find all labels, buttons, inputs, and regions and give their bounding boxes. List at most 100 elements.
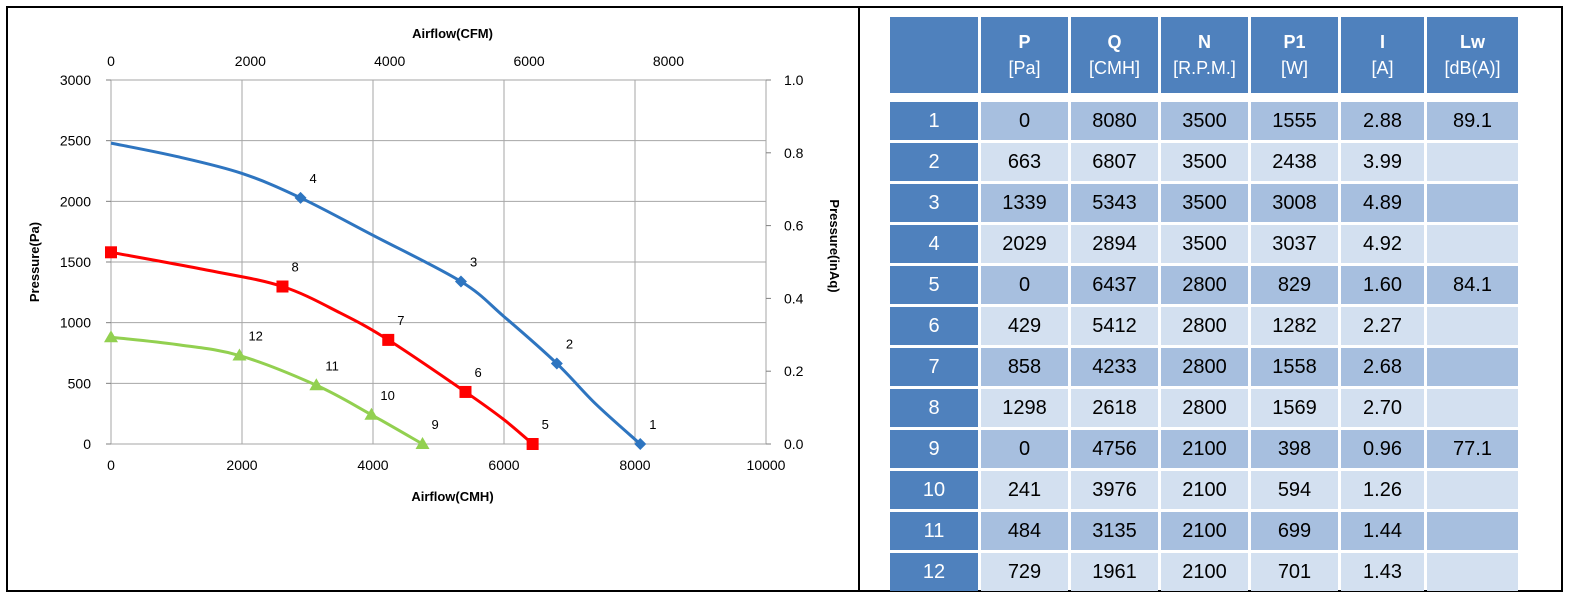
table-cell: 4.89 bbox=[1341, 184, 1424, 222]
table-cell: 3500 bbox=[1161, 225, 1248, 263]
table-cell: 1.44 bbox=[1341, 512, 1424, 550]
point-label-5: 5 bbox=[542, 417, 549, 432]
x-tick-label: 4000 bbox=[357, 457, 388, 473]
table-cell: 484 bbox=[981, 512, 1068, 550]
point-label-2: 2 bbox=[566, 337, 573, 352]
table-cell: 8080 bbox=[1071, 102, 1158, 140]
table-cell: 2100 bbox=[1161, 553, 1248, 591]
table-row: 7 858 4233 2800 1558 2.68 bbox=[890, 348, 1518, 386]
table-cell bbox=[1427, 307, 1518, 345]
table-cell: 77.1 bbox=[1427, 430, 1518, 468]
x-tick-label: 0 bbox=[107, 457, 115, 473]
table-cell: 1961 bbox=[1071, 553, 1158, 591]
series-line bbox=[110, 141, 642, 446]
table-cell: 84.1 bbox=[1427, 266, 1518, 304]
table-cell: 0 bbox=[981, 102, 1068, 140]
table-cell bbox=[1427, 389, 1518, 427]
table-cell: 2800 bbox=[1161, 348, 1248, 386]
table-cell: 1.26 bbox=[1341, 471, 1424, 509]
data-point-diamond bbox=[550, 357, 563, 370]
y2-tick-label: 0.8 bbox=[784, 145, 804, 161]
data-point-triangle bbox=[232, 348, 247, 361]
column-header-unit: [A] bbox=[1371, 58, 1394, 78]
series-1 bbox=[110, 141, 647, 450]
table-cell: 3135 bbox=[1071, 512, 1158, 550]
column-header-unit: [R.P.M.] bbox=[1173, 58, 1236, 78]
data-point-diamond bbox=[634, 438, 647, 450]
row-index: 3 bbox=[890, 184, 978, 222]
table-cell bbox=[1427, 184, 1518, 222]
data-point-triangle bbox=[309, 378, 324, 391]
table-cell: 2029 bbox=[981, 225, 1068, 263]
table-cell bbox=[1427, 512, 1518, 550]
column-header-name: Lw bbox=[1460, 32, 1485, 52]
row-index: 2 bbox=[890, 143, 978, 181]
column-header: I [A] bbox=[1341, 17, 1424, 93]
table-row: 8 1298 2618 2800 1569 2.70 bbox=[890, 389, 1518, 427]
table-row: 5 0 6437 2800 829 1.60 84.1 bbox=[890, 266, 1518, 304]
table-cell: 5412 bbox=[1071, 307, 1158, 345]
table-cell: 89.1 bbox=[1427, 102, 1518, 140]
column-header-name: P1 bbox=[1283, 32, 1306, 52]
performance-table: P [Pa] Q [CMH] N [R.P.M.] P1 [W] I [A] Lw [dB(A)] 1… bbox=[887, 14, 1521, 594]
column-header-unit: [W] bbox=[1281, 58, 1308, 78]
row-index: 12 bbox=[890, 553, 978, 591]
table-cell bbox=[1427, 348, 1518, 386]
table-row: 2 663 6807 3500 2438 3.99 bbox=[890, 143, 1518, 181]
column-header: P1 [W] bbox=[1251, 17, 1338, 93]
table-row: 6 429 5412 2800 1282 2.27 bbox=[890, 307, 1518, 345]
y2-axis-title: Pressure(inAq) bbox=[827, 199, 842, 292]
table-cell: 2100 bbox=[1161, 430, 1248, 468]
column-header: N [R.P.M.] bbox=[1161, 17, 1248, 93]
table-cell: 699 bbox=[1251, 512, 1338, 550]
data-point-triangle bbox=[364, 407, 379, 420]
data-point-square bbox=[459, 385, 472, 398]
table-cell: 1298 bbox=[981, 389, 1068, 427]
fan-performance-chart: 0 2000 4000 6000 8000 10000050010001500200025… bbox=[27, 26, 842, 504]
column-header: Q [CMH] bbox=[1071, 17, 1158, 93]
table-cell bbox=[1427, 143, 1518, 181]
panel-divider bbox=[858, 6, 860, 592]
table-row: 12 729 1961 2100 701 1.43 bbox=[890, 553, 1518, 591]
table-cell: 4756 bbox=[1071, 430, 1158, 468]
table-cell: 1558 bbox=[1251, 348, 1338, 386]
table-cell: 3037 bbox=[1251, 225, 1338, 263]
table-row: 10 241 3976 2100 594 1.26 bbox=[890, 471, 1518, 509]
y-tick-label: 2500 bbox=[60, 133, 91, 149]
table-cell: 3976 bbox=[1071, 471, 1158, 509]
table-cell bbox=[1427, 553, 1518, 591]
table-cell: 2100 bbox=[1161, 471, 1248, 509]
table-cell: 2800 bbox=[1161, 266, 1248, 304]
point-label-9: 9 bbox=[432, 417, 439, 432]
table-cell: 1569 bbox=[1251, 389, 1338, 427]
table-cell: 241 bbox=[981, 471, 1068, 509]
row-index: 11 bbox=[890, 512, 978, 550]
row-index: 7 bbox=[890, 348, 978, 386]
column-header-name: Q bbox=[1107, 32, 1122, 52]
point-label-6: 6 bbox=[474, 365, 481, 380]
table-cell: 3.99 bbox=[1341, 143, 1424, 181]
column-header-name: P bbox=[1018, 32, 1031, 52]
series-3 bbox=[104, 330, 430, 449]
y-tick-label: 2000 bbox=[60, 193, 91, 209]
y-axis-title: Pressure(Pa) bbox=[27, 222, 42, 302]
table-cell: 594 bbox=[1251, 471, 1338, 509]
table-corner-cell bbox=[890, 17, 978, 93]
column-header-name: N bbox=[1198, 32, 1211, 52]
table-cell: 2.88 bbox=[1341, 102, 1424, 140]
outer-frame bbox=[6, 6, 1563, 592]
row-index: 10 bbox=[890, 471, 978, 509]
series-2 bbox=[105, 246, 539, 450]
x-tick-label: 8000 bbox=[619, 457, 650, 473]
point-label-3: 3 bbox=[470, 255, 477, 270]
data-point-triangle bbox=[104, 330, 118, 343]
table-cell: 0 bbox=[981, 430, 1068, 468]
table-cell: 1282 bbox=[1251, 307, 1338, 345]
y2-tick-label: 1.0 bbox=[784, 72, 804, 88]
x-axis-title: Airflow(CMH) bbox=[411, 489, 493, 504]
table-cell: 2894 bbox=[1071, 225, 1158, 263]
table-cell: 398 bbox=[1251, 430, 1338, 468]
point-label-11: 11 bbox=[325, 358, 339, 373]
x-tick-label: 2000 bbox=[226, 457, 257, 473]
column-header: Lw [dB(A)] bbox=[1427, 17, 1518, 93]
